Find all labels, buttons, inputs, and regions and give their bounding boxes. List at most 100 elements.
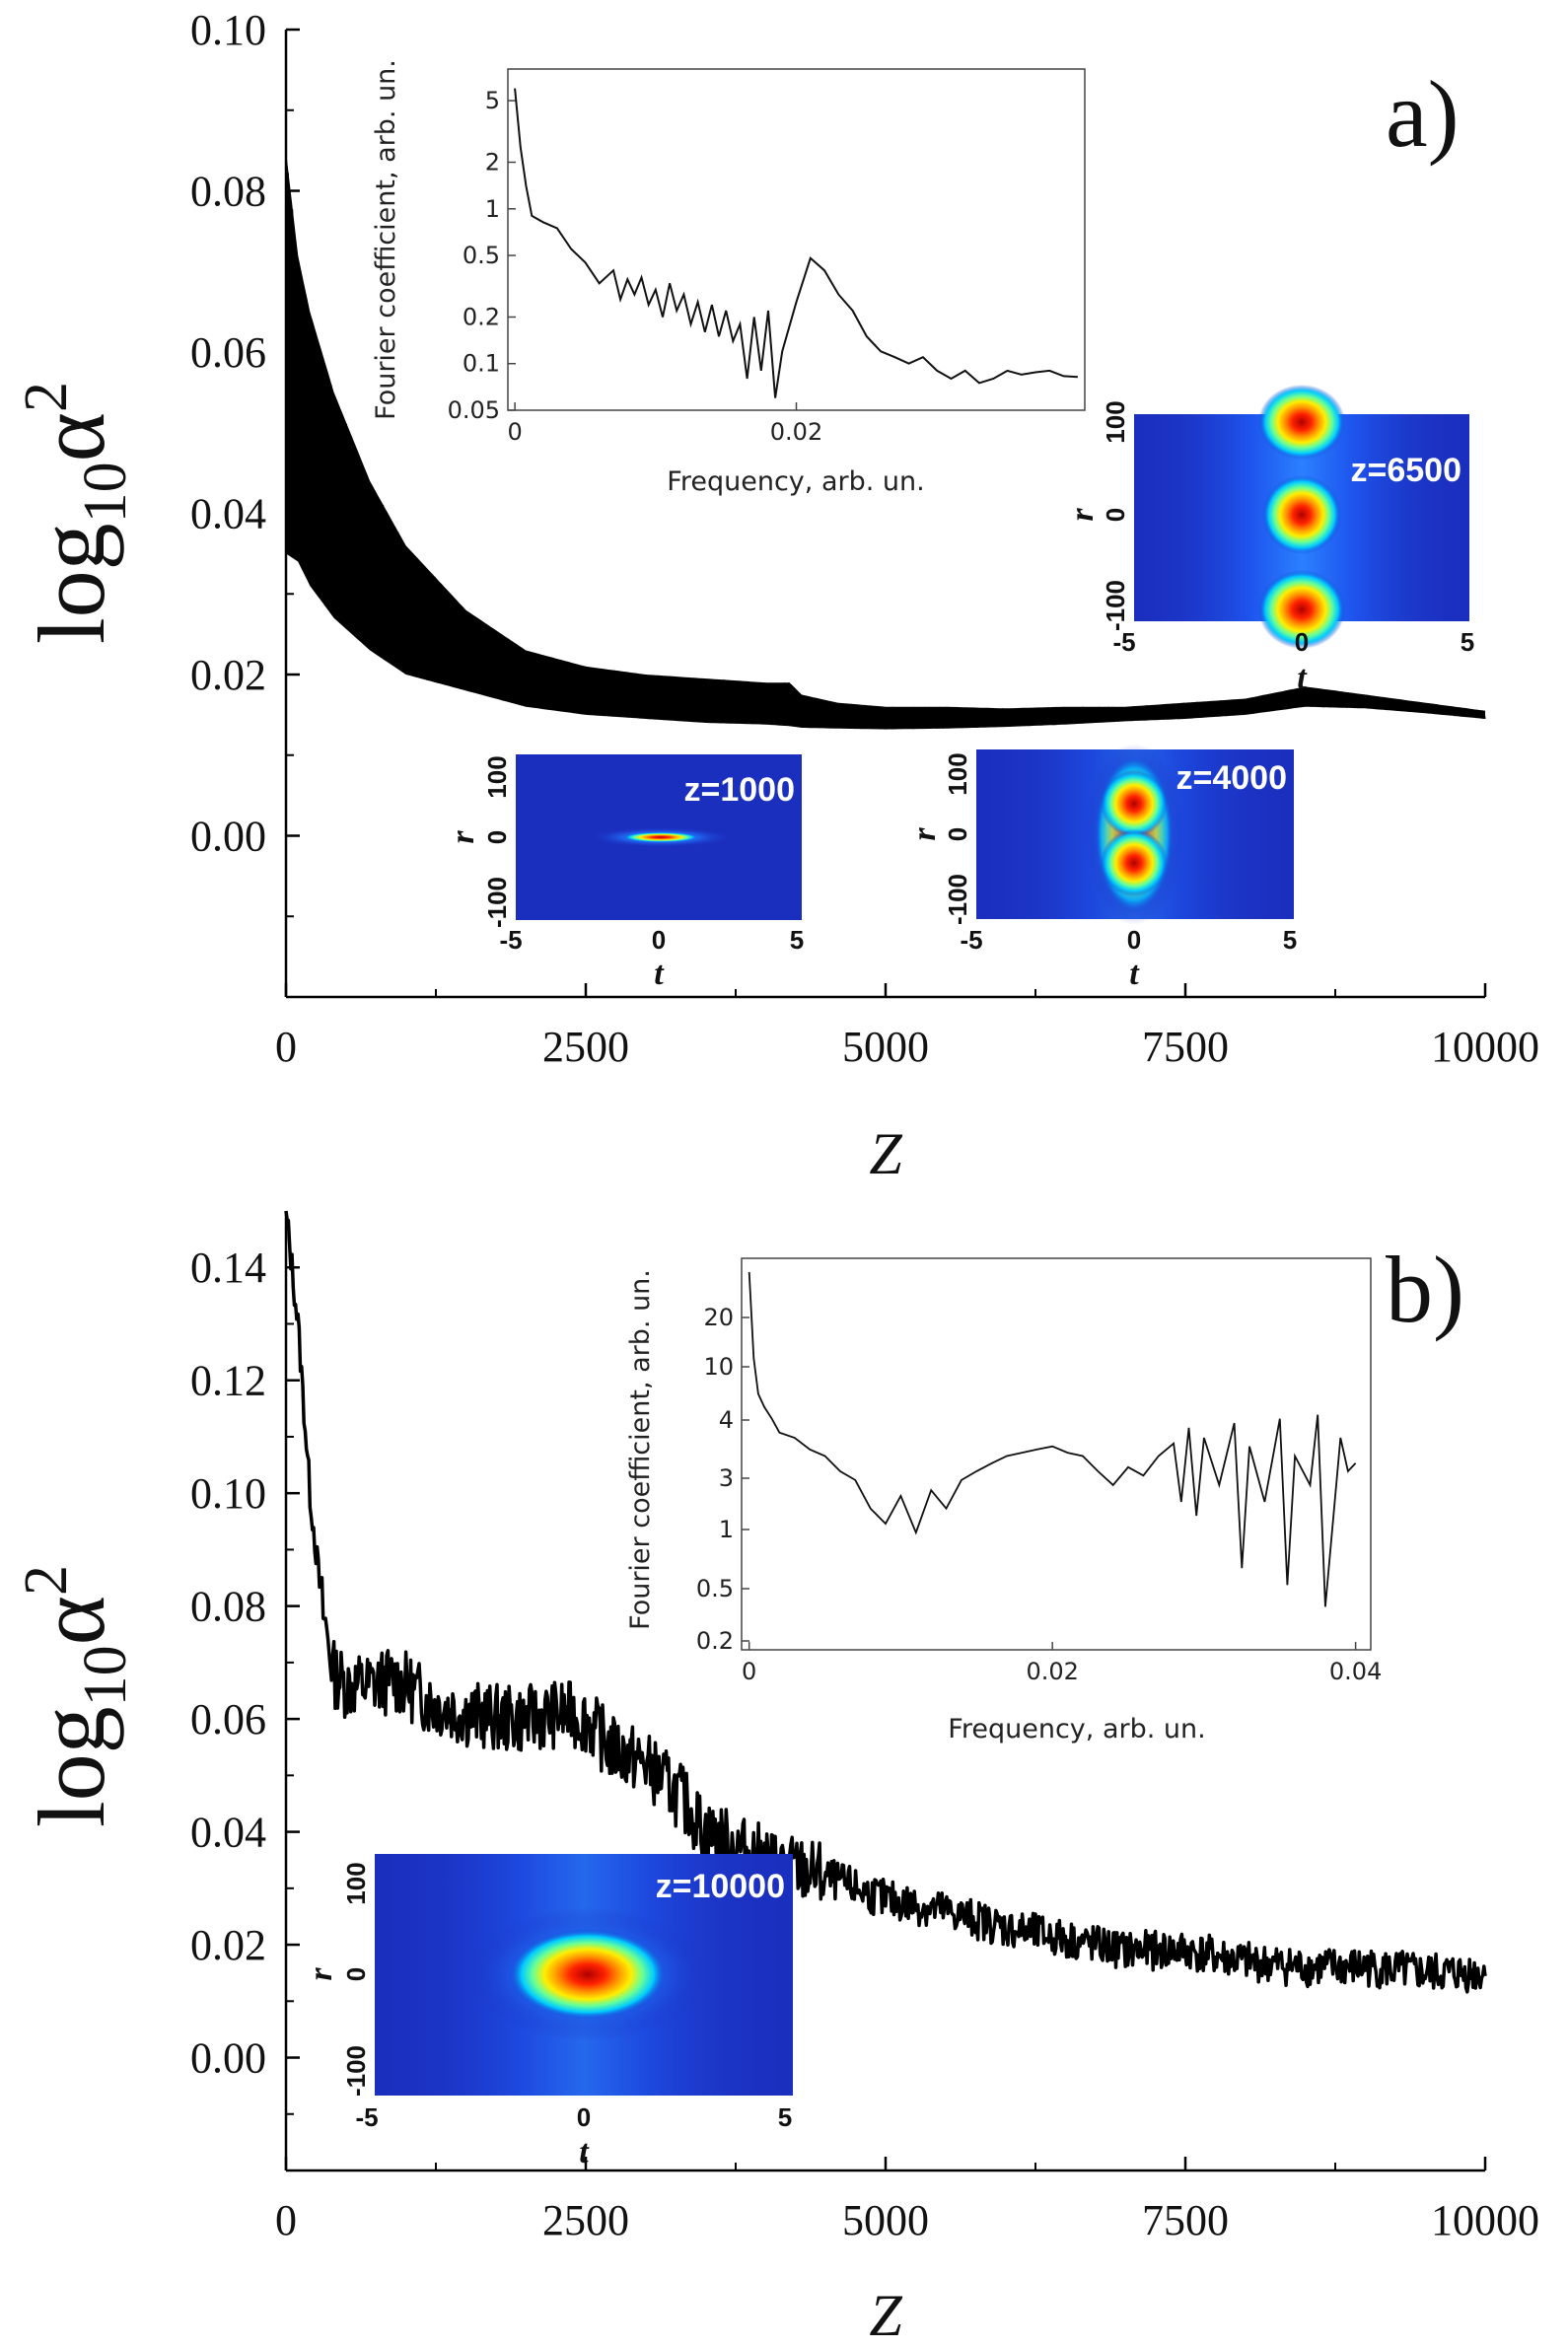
panel-a-ylabel-base: log	[19, 523, 124, 644]
map-z10000-xtick: 0	[577, 2102, 591, 2132]
map-z1000-ytick: 0	[482, 830, 512, 844]
panel-a-y-ticks: 0.00 0.02 0.04 0.06 0.08 0.10	[190, 6, 300, 918]
map-z10000-xtick: 5	[778, 2102, 792, 2132]
panel-b-ylabel-sub: 10	[72, 1645, 139, 1706]
panel-b-y-tick-label: 0.12	[190, 1357, 266, 1405]
panel-a-x-axis-title: Z	[869, 1121, 902, 1186]
panel-a-y-tick-label: 0.06	[190, 328, 266, 377]
map-z4000-ytick: 100	[943, 752, 972, 795]
panel-a-x-tick-label: 7500	[1142, 1023, 1229, 1071]
panel-b-y-tick-label: 0.10	[190, 1469, 266, 1518]
panel-b-ylabel-sup: 2	[13, 1565, 80, 1596]
inset-b-x-tick-label: 0	[742, 1658, 756, 1685]
inset-a-y-tick-label: 0.2	[463, 303, 500, 330]
inset-b-y-title: Fourier coefficient, arb. un.	[625, 1269, 656, 1630]
panel-a-y-tick-label: 0.10	[190, 6, 266, 54]
panel-a-ylabel-symbol: α	[19, 412, 124, 462]
panel-a-map-z1000: z=1000 -5 0 5 t 100 0 -100 r	[445, 754, 804, 992]
inset-b-x-title: Frequency, arb. un.	[948, 1714, 1205, 1744]
panel-b-data-line	[284, 1210, 1487, 1994]
map-z4000-xtick: -5	[960, 925, 982, 955]
map-z6500-ytick: 100	[1101, 400, 1130, 443]
map-z4000-ytick: 0	[943, 827, 972, 841]
inset-b-y-tick-label: 3	[719, 1464, 734, 1492]
map-z4000-ylabel: r	[906, 827, 943, 841]
panel-a-ylabel-sup: 2	[13, 382, 80, 412]
map-z10000-xtick: -5	[355, 2102, 378, 2132]
map-z6500-xtick: -5	[1112, 627, 1135, 657]
inset-a-y-tick-label: 0.05	[448, 396, 500, 424]
inset-b-y-ticks: 0.2 0.5 1 3 4 10 20	[696, 1304, 749, 1655]
map-z10000-ytick: 0	[341, 1967, 371, 1981]
panel-a-ylabel-sub: 10	[72, 462, 139, 523]
map-z1000-xtick: 0	[652, 925, 666, 955]
inset-b-spectrum-line	[748, 1271, 1357, 1607]
inset-a-y-tick-label: 1	[485, 195, 500, 223]
map-z10000-ytick: 100	[341, 1862, 371, 1904]
map-z4000-ytick: -100	[943, 874, 972, 925]
map-z4000-label: z=4000	[1176, 759, 1288, 797]
panel-a-x-tick-label: 2500	[542, 1023, 629, 1071]
inset-a-y-title: Fourier coefficient, arb. un.	[371, 59, 401, 420]
inset-a-y-ticks: 0.05 0.1 0.2 0.5 1 2 5	[448, 87, 516, 424]
panel-b-y-ticks: 0.00 0.02 0.04 0.06 0.08 0.10 0.12 0.14	[190, 1244, 300, 2115]
panel-a-map-z4000: z=4000 -5 0 5 t 100 0 -100 r	[906, 744, 1297, 992]
inset-b-y-tick-label: 10	[703, 1353, 734, 1381]
map-z4000-xtick: 0	[1127, 925, 1141, 955]
map-z10000-xlabel: t	[579, 2134, 590, 2170]
panel-b-y-tick-label: 0.14	[190, 1244, 266, 1292]
inset-a-x-title: Frequency, arb. un.	[667, 466, 924, 497]
panel-a-y-tick-label: 0.00	[190, 813, 266, 861]
inset-a-y-tick-label: 2	[485, 149, 500, 177]
map-z1000-label: z=1000	[684, 771, 796, 809]
inset-b-x-ticks: 0 0.02 0.04	[742, 1642, 1382, 1685]
panel-a-x-tick-label: 10000	[1431, 1023, 1539, 1071]
map-z1000-ylabel: r	[445, 830, 481, 844]
panel-b-y-tick-label: 0.00	[190, 2034, 266, 2083]
panel-a-y-axis-title: log10α2	[13, 382, 139, 644]
panel-a-oscillation-line	[285, 166, 1486, 730]
map-z1000-xtick: 5	[790, 925, 804, 955]
map-z10000-ytick: -100	[341, 2045, 371, 2097]
panel-b-y-tick-label: 0.02	[190, 1921, 266, 1969]
inset-a-x-ticks: 0 0.02	[507, 402, 822, 446]
panel-b-ylabel-symbol: α	[19, 1596, 124, 1645]
map-z6500-xlabel: t	[1297, 660, 1308, 696]
map-z1000-xlabel: t	[654, 956, 665, 992]
panel-a: 0.000.020.040.060.080.10 0 2500 5000 7500 10…	[13, 6, 1539, 1186]
inset-a-y-tick-label: 0.1	[463, 350, 500, 378]
map-z1000-xtick: -5	[499, 925, 522, 955]
panel-b-y-tick-label: 0.06	[190, 1695, 266, 1743]
panel-b-spectrum-inset: 0.2 0.5 1 3 4 10 20 0 0.02 0.04 Frequency, arb. …	[625, 1257, 1382, 1744]
map-z4000-xtick: 5	[1283, 925, 1297, 955]
inset-b-y-tick-label: 4	[719, 1406, 734, 1434]
map-z6500-ytick: -100	[1101, 580, 1130, 631]
panel-b-y-tick-label: 0.04	[190, 1809, 266, 1857]
inset-a-y-tick-label: 5	[485, 87, 500, 114]
map-z6500-ytick: 0	[1101, 508, 1130, 522]
panel-a-label: a)	[1386, 61, 1460, 167]
panel-a-y-tick-label: 0.08	[190, 168, 266, 216]
panel-a-envelope-band	[286, 150, 1485, 730]
map-z6500-xtick: 0	[1295, 627, 1309, 657]
inset-a-spectrum-line	[514, 88, 1078, 398]
map-z10000-label: z=10000	[656, 1868, 785, 1905]
inset-a-y-tick-label: 0.5	[463, 242, 500, 269]
inset-a-x-tick-label: 0.02	[770, 418, 822, 446]
panel-b-axes: 0.000.020.040.060.080.100.120.14 0 2500 50…	[190, 1211, 1539, 2244]
panel-a-axes: 0.000.020.040.060.080.10 0 2500 5000 7500 10…	[190, 6, 1539, 1071]
panel-b-x-ticks: 0 2500 5000 7500 10000	[275, 2157, 1539, 2244]
panel-b-x-tick-label: 10000	[1431, 2196, 1539, 2244]
panel-b-x-tick-label: 5000	[842, 2196, 929, 2244]
panel-b-x-tick-label: 2500	[542, 2196, 629, 2244]
map-z1000-ytick: -100	[482, 877, 512, 928]
inset-b-y-tick-label: 1	[719, 1516, 734, 1543]
map-z6500-label: z=6500	[1351, 452, 1462, 489]
panel-b: 0.000.020.040.060.080.100.120.14 0 2500 50…	[13, 1210, 1539, 2348]
panel-b-x-tick-label: 7500	[1142, 2196, 1229, 2244]
panel-b-y-tick-label: 0.08	[190, 1583, 266, 1631]
inset-b-x-tick-label: 0.02	[1026, 1658, 1078, 1685]
inset-a-x-tick-label: 0	[507, 418, 522, 446]
